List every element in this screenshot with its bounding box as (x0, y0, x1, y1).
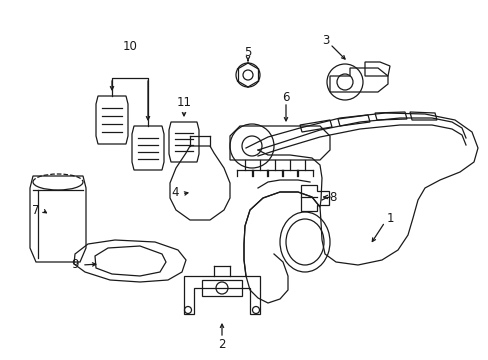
Text: 11: 11 (176, 95, 191, 108)
Text: 5: 5 (244, 45, 251, 59)
Text: 3: 3 (322, 33, 329, 46)
Text: 4: 4 (171, 185, 179, 198)
Text: 9: 9 (71, 258, 79, 271)
Text: 7: 7 (32, 203, 40, 216)
Text: 1: 1 (386, 212, 393, 225)
Text: 2: 2 (218, 338, 225, 351)
Text: 6: 6 (282, 90, 289, 104)
Text: 10: 10 (122, 40, 137, 53)
Text: 8: 8 (328, 190, 336, 203)
